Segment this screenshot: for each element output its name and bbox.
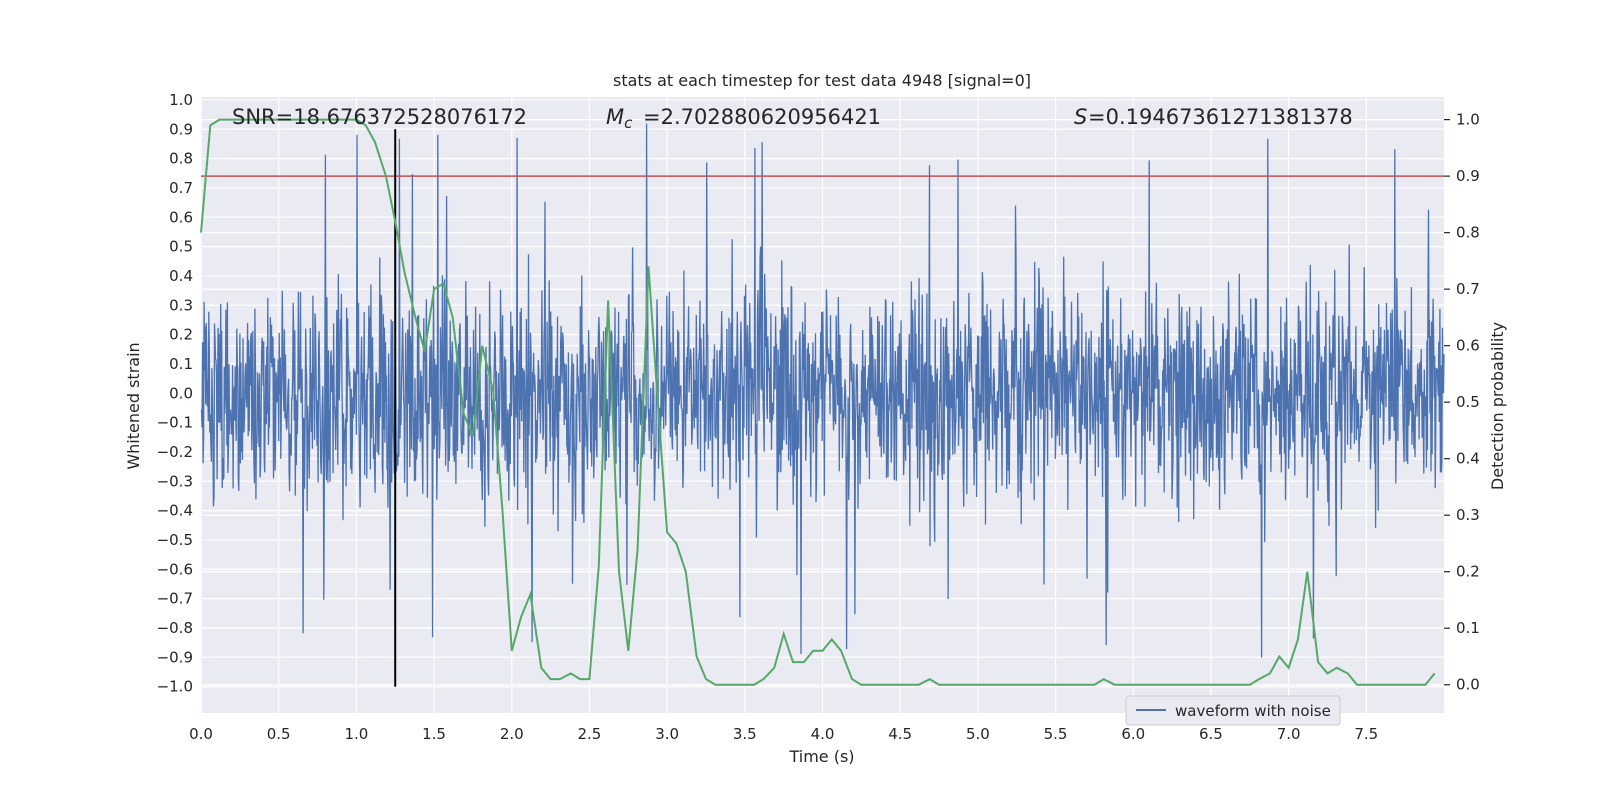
left-y-tick-label: −0.7 [157, 590, 193, 608]
left-y-tick-label: −1.0 [157, 678, 193, 696]
left-y-tick-label: −0.9 [157, 648, 193, 666]
x-tick-label: 3.5 [733, 725, 757, 743]
s-value: =0.19467361271381378 [1088, 105, 1353, 129]
right-y-tick-label: 0.7 [1456, 280, 1480, 298]
x-tick-label: 4.0 [811, 725, 835, 743]
chirp-mass-annotation: Mc =2.702880620956421 [606, 105, 881, 132]
right-y-tick-label: 0.2 [1456, 563, 1480, 581]
left-y-tick-label: 1.0 [169, 91, 193, 109]
x-tick-label: 1.0 [344, 725, 368, 743]
left-y-tick-label: 0.4 [169, 267, 193, 285]
waveform-with-noise-line [200, 123, 1445, 658]
left-y-tick-label: 0.5 [169, 238, 193, 256]
left-y-tick-label: 0.9 [169, 120, 193, 138]
x-axis-label: Time (s) [788, 747, 854, 766]
right-y-tick-label: 1.0 [1456, 111, 1480, 129]
right-y-axis-label: Detection probability [1488, 322, 1507, 490]
right-y-tick-label: 0.5 [1456, 393, 1480, 411]
waveform-series [200, 123, 1445, 658]
left-y-tick-label: 0.8 [169, 150, 193, 168]
x-tick-label: 0.5 [267, 725, 291, 743]
left-y-tick-label: 0.7 [169, 179, 193, 197]
x-tick-label: 2.5 [578, 725, 602, 743]
x-tick-label: 7.0 [1277, 725, 1301, 743]
chirp-mass-value: =2.702880620956421 [643, 105, 881, 129]
x-tick-label: 6.5 [1199, 725, 1223, 743]
left-y-tick-label: −0.2 [157, 443, 193, 461]
right-y-tick-label: 0.4 [1456, 450, 1480, 468]
x-axis-ticks: 0.0 0.5 1.0 1.5 2.0 2.5 3.0 3.5 4.0 4.5 5.0 5.5 6.0 6… [189, 725, 1378, 743]
left-y-tick-label: 0.6 [169, 208, 193, 226]
left-y-tick-label: 0.0 [169, 384, 193, 402]
left-y-tick-label: 0.3 [169, 296, 193, 314]
right-y-tick-label: 0.3 [1456, 506, 1480, 524]
detection-probability-line [200, 118, 1436, 686]
chart-title: stats at each timestep for test data 494… [613, 71, 1031, 90]
right-y-tick-label: 0.1 [1456, 619, 1480, 637]
x-tick-label: 1.5 [422, 725, 446, 743]
left-y-tick-label: −0.5 [157, 531, 193, 549]
right-y-tick-label: 0.6 [1456, 337, 1480, 355]
left-y-tick-label: −0.4 [157, 502, 193, 520]
s-symbol: S [1074, 105, 1087, 129]
x-tick-label: 7.5 [1354, 725, 1378, 743]
x-tick-label: 4.5 [888, 725, 912, 743]
legend-label-waveform: waveform with noise [1175, 702, 1331, 720]
left-y-tick-label: −0.6 [157, 560, 193, 578]
snr-annotation: SNR=18.676372528076172 [232, 105, 527, 129]
left-y-tick-label: −0.1 [157, 414, 193, 432]
right-y-tick-label: 0.9 [1456, 167, 1480, 185]
left-y-tick-label: −0.3 [157, 472, 193, 490]
x-tick-label: 6.0 [1121, 725, 1145, 743]
right-y-tick-label: 0.0 [1456, 676, 1480, 694]
left-y-tick-label: 0.1 [169, 355, 193, 373]
legend: waveform with noise [1125, 695, 1341, 726]
x-tick-label: 2.0 [500, 725, 524, 743]
x-tick-label: 0.0 [189, 725, 213, 743]
x-tick-label: 5.5 [1044, 725, 1068, 743]
right-y-axis-ticks: 1.0 0.9 0.8 0.7 0.6 0.5 0.4 0.3 0.2 0.1 0.0 [1444, 111, 1480, 694]
left-y-axis-ticks: 1.0 0.9 0.8 0.7 0.6 0.5 0.4 0.3 0.2 0.1 0.0 −0.1 −0.… [157, 91, 193, 696]
right-y-tick-label: 0.8 [1456, 224, 1480, 242]
left-y-tick-label: −0.8 [157, 619, 193, 637]
s-annotation: S =0.19467361271381378 [1074, 105, 1353, 129]
left-y-axis-label: Whitened strain [124, 342, 143, 469]
left-y-tick-label: 0.2 [169, 326, 193, 344]
x-tick-label: 5.0 [966, 725, 990, 743]
x-tick-label: 3.0 [655, 725, 679, 743]
legend-box [1125, 695, 1341, 726]
